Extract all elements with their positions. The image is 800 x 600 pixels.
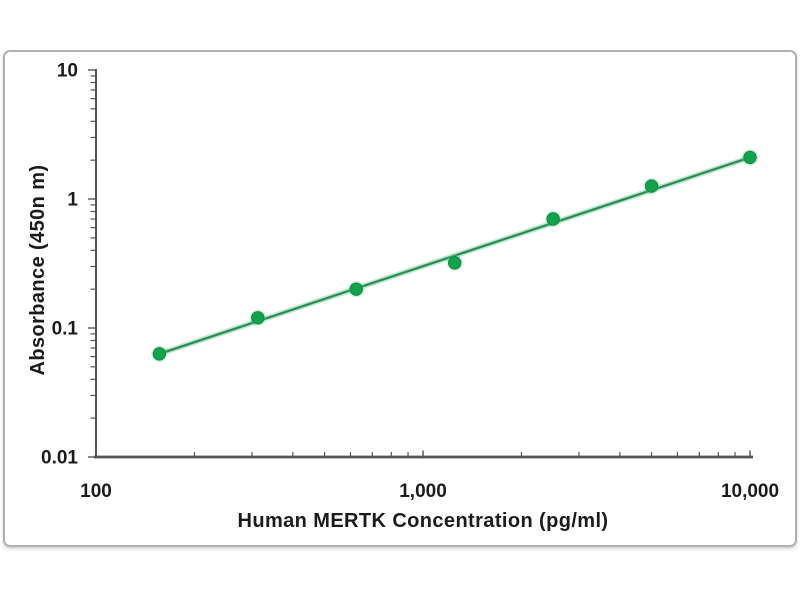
data-point-marker bbox=[251, 311, 265, 325]
data-point-marker bbox=[349, 282, 363, 296]
data-point-marker bbox=[743, 150, 757, 165]
data-point-marker bbox=[546, 212, 560, 226]
x-tick-label: 100 bbox=[80, 481, 112, 502]
axis-lines bbox=[94, 69, 753, 459]
y-tick-label: 10 bbox=[57, 61, 78, 82]
data-point-marker bbox=[152, 347, 167, 361]
y-tick-label: 1 bbox=[67, 190, 78, 211]
elisa-standard-curve-figure bbox=[3, 50, 797, 547]
x-tick-label: 1,000 bbox=[399, 481, 447, 502]
data-series bbox=[151, 149, 759, 363]
axis-ticks bbox=[88, 69, 751, 459]
y-axis-title: Absorbance (450n m) bbox=[27, 165, 49, 376]
data-point-marker bbox=[447, 256, 462, 270]
y-tick-label: 0.1 bbox=[52, 319, 79, 340]
data-point-marker bbox=[644, 179, 659, 193]
y-tick-label: 0.01 bbox=[41, 448, 78, 469]
x-axis-title: Human MERTK Concentration (pg/ml) bbox=[238, 510, 609, 532]
x-tick-label: 10,000 bbox=[721, 481, 779, 502]
